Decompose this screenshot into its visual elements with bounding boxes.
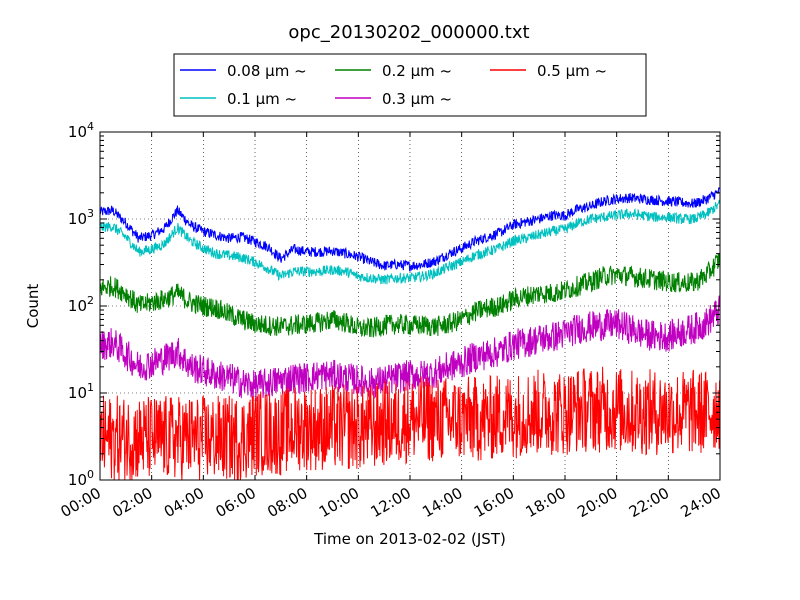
series-line-1 bbox=[100, 187, 720, 272]
legend-label: 0.3 μm ~ bbox=[382, 90, 452, 108]
series-line-5 bbox=[100, 366, 720, 480]
x-tick-label: 06:00 bbox=[213, 484, 259, 521]
x-tick-label: 18:00 bbox=[523, 484, 569, 521]
x-tick-label: 10:00 bbox=[316, 484, 362, 521]
y-tick-label: 101 bbox=[68, 381, 94, 402]
series-line-4 bbox=[100, 295, 720, 402]
chart-title: opc_20130202_000000.txt bbox=[288, 22, 529, 43]
x-tick-label: 24:00 bbox=[678, 484, 724, 521]
series-line-3 bbox=[100, 253, 720, 338]
legend: 0.08 μm ~ 0.1 μm ~ 0.2 μm ~ 0.3 μm ~ 0.5 μm … bbox=[173, 53, 647, 117]
x-tick-label: 14:00 bbox=[419, 484, 465, 521]
legend-label: 0.08 μm ~ bbox=[227, 62, 307, 80]
y-tick-label: 102 bbox=[68, 294, 94, 315]
x-tick-label: 20:00 bbox=[574, 484, 620, 521]
x-tick-label: 02:00 bbox=[109, 484, 155, 521]
series-layer bbox=[100, 187, 720, 480]
x-tick-label: 00:00 bbox=[58, 484, 104, 521]
x-tick-label: 04:00 bbox=[161, 484, 207, 521]
x-tick-label: 12:00 bbox=[368, 484, 414, 521]
y-tick-label: 103 bbox=[68, 207, 94, 228]
x-tick-label: 16:00 bbox=[471, 484, 517, 521]
y-tick-label: 104 bbox=[68, 120, 94, 141]
legend-label: 0.2 μm ~ bbox=[382, 62, 452, 80]
x-tick-label: 08:00 bbox=[264, 484, 310, 521]
y-axis-label: Count bbox=[24, 284, 42, 329]
legend-label: 0.1 μm ~ bbox=[227, 90, 297, 108]
x-tick-label: 22:00 bbox=[626, 484, 672, 521]
y-tick-label: 100 bbox=[68, 468, 94, 489]
legend-label: 0.5 μm ~ bbox=[537, 62, 607, 80]
series-line-2 bbox=[100, 199, 720, 285]
x-axis-label: Time on 2013-02-02 (JST) bbox=[313, 530, 506, 548]
legend-box bbox=[173, 53, 647, 117]
